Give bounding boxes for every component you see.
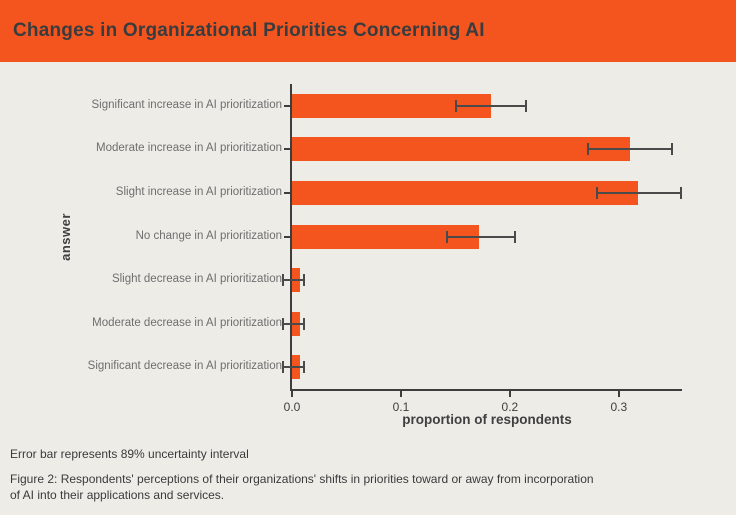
error-bar xyxy=(283,322,304,325)
category-label: Significant decrease in AI prioritizatio… xyxy=(87,360,282,373)
x-axis-label: proportion of respondents xyxy=(402,412,572,427)
category-label: Slight decrease in AI prioritization xyxy=(111,273,282,286)
x-axis-tick xyxy=(291,391,293,397)
error-bar-cap xyxy=(671,143,674,156)
error-bar-cap xyxy=(587,143,590,156)
header-banner: Changes in Organizational Priorities Con… xyxy=(0,0,736,62)
x-axis-tick xyxy=(399,391,402,397)
error-bar-cap xyxy=(302,317,305,330)
error-bar-cap xyxy=(302,274,305,287)
error-bar-cap xyxy=(525,99,528,112)
error-bar-cap xyxy=(514,230,517,243)
error-bar xyxy=(597,191,681,194)
error-bar-cap xyxy=(445,230,448,243)
error-bar-cap xyxy=(282,274,285,287)
category-label: Significant increase in AI prioritizatio… xyxy=(91,98,283,111)
error-bar-cap xyxy=(455,99,458,112)
category-label: Moderate decrease in AI prioritization xyxy=(92,316,282,329)
plot-area: 0.0 0.1 0.2 0.3 xyxy=(282,84,682,414)
figure-caption: Figure 2: Respondents' perceptions of th… xyxy=(10,472,594,502)
y-axis-line xyxy=(290,84,292,391)
error-bar-cap xyxy=(282,361,285,374)
category-label: No change in AI prioritization xyxy=(135,229,282,242)
y-axis-tick xyxy=(284,235,290,238)
x-tick-label: 0.0 xyxy=(283,400,301,414)
error-bar-cap xyxy=(282,317,285,330)
x-tick-label: 0.1 xyxy=(392,400,410,414)
x-axis-line xyxy=(290,389,682,391)
bar-2 xyxy=(292,137,630,162)
category-label: Slight increase in AI prioritization xyxy=(115,185,282,198)
x-axis-tick xyxy=(617,391,620,397)
x-axis-tick xyxy=(508,391,511,397)
page-title: Changes in Organizational Priorities Con… xyxy=(13,20,485,41)
bar-3 xyxy=(292,180,639,205)
error-bar xyxy=(588,148,673,151)
error-bar-cap xyxy=(302,361,305,374)
category-label: Moderate increase in AI prioritization xyxy=(95,142,282,155)
error-bar-cap xyxy=(679,186,682,199)
error-bar xyxy=(446,235,516,238)
error-bar-cap xyxy=(596,186,599,199)
y-axis-tick xyxy=(284,148,290,151)
x-tick-label: 0.2 xyxy=(501,400,519,414)
error-bar-note: Error bar represents 89% uncertainty int… xyxy=(10,447,249,461)
x-tick-label: 0.3 xyxy=(610,400,628,414)
error-bar xyxy=(456,104,527,107)
error-bar xyxy=(283,366,304,369)
y-axis-tick xyxy=(284,191,290,194)
error-bar xyxy=(283,279,304,282)
y-axis-tick xyxy=(284,104,290,107)
